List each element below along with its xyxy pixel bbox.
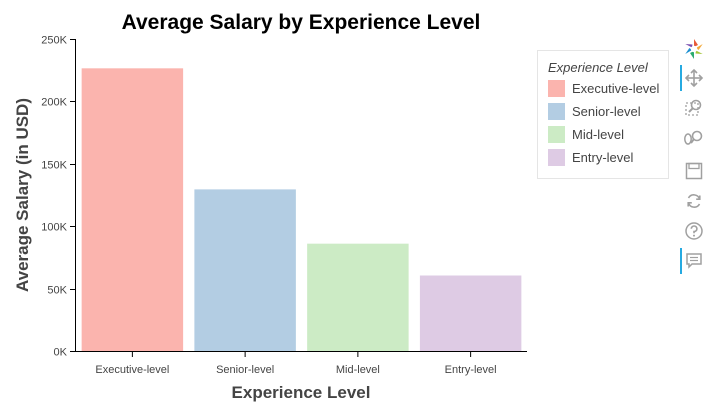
legend-swatch bbox=[548, 103, 565, 120]
box-zoom-tool[interactable] bbox=[680, 95, 708, 121]
wheel-zoom-icon bbox=[684, 130, 703, 145]
bar-entry-level[interactable] bbox=[419, 275, 522, 352]
help-icon bbox=[685, 222, 703, 240]
reset-icon bbox=[687, 194, 701, 208]
y-tick-label: 200K bbox=[41, 97, 67, 109]
pan-icon bbox=[684, 68, 704, 88]
plot-area[interactable] bbox=[81, 68, 522, 352]
toolbar bbox=[676, 34, 712, 284]
x-tick-label: Entry-level bbox=[445, 364, 497, 376]
legend-title: Experience Level bbox=[548, 60, 649, 75]
legend-label: Senior-level bbox=[572, 104, 641, 119]
chart-title: Average Salary by Experience Level bbox=[122, 11, 481, 34]
y-tick-label: 250K bbox=[41, 35, 67, 47]
y-axis: 0K 50K 100K 150K 200K 250K bbox=[41, 35, 76, 359]
legend-label: Entry-level bbox=[572, 150, 634, 165]
box-zoom-icon bbox=[685, 99, 702, 116]
legend-swatch bbox=[548, 126, 565, 143]
x-tick-label: Executive-level bbox=[95, 364, 169, 376]
bar-mid-level[interactable] bbox=[307, 243, 409, 351]
y-tick-label: 50K bbox=[47, 285, 67, 297]
legend-swatch bbox=[548, 149, 565, 166]
legend-swatch bbox=[548, 80, 565, 97]
help-tool[interactable] bbox=[680, 218, 708, 244]
wheel-zoom-tool[interactable] bbox=[680, 125, 708, 151]
x-axis-title: Experience Level bbox=[232, 383, 371, 402]
legend: Experience Level Executive-level Senior-l… bbox=[537, 50, 669, 179]
y-tick-label: 0K bbox=[54, 347, 68, 359]
y-axis-title: Average Salary (in USD) bbox=[13, 98, 32, 292]
bar-executive-level[interactable] bbox=[81, 68, 184, 351]
x-axis: Executive-level Senior-level Mid-level Entr… bbox=[75, 351, 527, 376]
x-tick-label: Senior-level bbox=[216, 364, 274, 376]
hover-icon bbox=[686, 253, 702, 269]
legend-label: Mid-level bbox=[572, 127, 624, 142]
reset-tool[interactable] bbox=[680, 188, 708, 214]
x-tick-label: Mid-level bbox=[336, 364, 380, 376]
hover-tool[interactable] bbox=[680, 248, 708, 274]
y-tick-label: 150K bbox=[41, 160, 67, 172]
save-icon bbox=[685, 162, 703, 180]
pan-tool[interactable] bbox=[680, 65, 708, 91]
bokeh-logo-icon[interactable] bbox=[680, 36, 708, 62]
save-tool[interactable] bbox=[680, 158, 708, 184]
y-tick-label: 100K bbox=[41, 222, 67, 234]
legend-label: Executive-level bbox=[572, 81, 660, 96]
bar-senior-level[interactable] bbox=[194, 189, 296, 351]
